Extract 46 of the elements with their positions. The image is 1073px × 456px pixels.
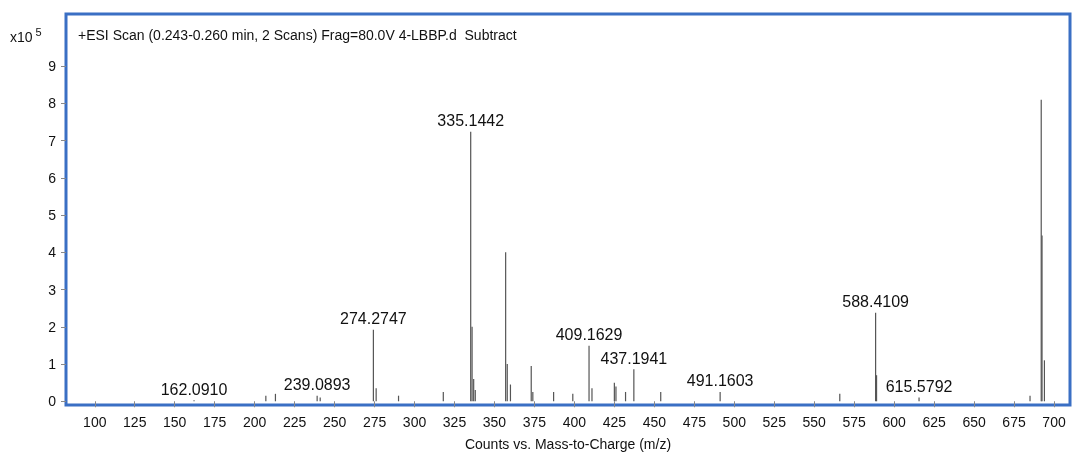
x-tick-label: 100 bbox=[83, 414, 107, 430]
x-tick-label: 525 bbox=[762, 414, 787, 430]
x-tick-label: 500 bbox=[722, 414, 747, 430]
annotation: 162.0910 bbox=[160, 380, 228, 398]
x-tick-label: 650 bbox=[962, 414, 986, 430]
x-tick-label: 350 bbox=[482, 414, 507, 430]
y-tick-label: 8 bbox=[48, 95, 57, 112]
x-tick-label: 300 bbox=[402, 414, 427, 430]
x-tick-label: 275 bbox=[362, 414, 387, 430]
x-tick-label: 625 bbox=[922, 414, 946, 430]
x-tick-label: 250 bbox=[322, 414, 347, 430]
x-tick-label: 600 bbox=[882, 414, 907, 430]
annotation: 588.4109 bbox=[842, 293, 910, 311]
x-tick-label: 325 bbox=[442, 414, 467, 430]
x-axis-title: Counts vs. Mass-to-Charge (m/z) bbox=[464, 436, 672, 452]
x-tick-label: 550 bbox=[802, 414, 827, 430]
annotation: 274.2747 bbox=[340, 310, 407, 328]
x-tick-label: 675 bbox=[1002, 414, 1026, 430]
y-tick-label: 6 bbox=[48, 169, 57, 186]
y-tick-label: 5 bbox=[48, 207, 57, 224]
x-tick-label: 475 bbox=[682, 414, 707, 430]
x-tick-label: 125 bbox=[123, 414, 147, 430]
y-tick-label: 2 bbox=[48, 318, 57, 335]
annotation: 437.1941 bbox=[600, 349, 668, 367]
x-tick-label: 225 bbox=[282, 414, 307, 430]
x-tick-label: 450 bbox=[642, 414, 667, 430]
annotation: 491.1603 bbox=[686, 372, 754, 390]
x-tick-label: 700 bbox=[1042, 414, 1066, 430]
x-tick-label: 400 bbox=[562, 414, 587, 430]
y-tick-label: 0 bbox=[48, 393, 57, 410]
x-tick-label: 150 bbox=[163, 414, 187, 430]
annotation: 615.5792 bbox=[885, 378, 953, 396]
y-tick-label: 4 bbox=[48, 244, 57, 261]
x-tick-label: 200 bbox=[242, 414, 267, 430]
annotation: 409.1629 bbox=[555, 326, 623, 344]
x-tick-label: 375 bbox=[522, 414, 547, 430]
annotation: 239.0893 bbox=[283, 376, 351, 394]
x-tick-label: 575 bbox=[842, 414, 867, 430]
y-tick-label: 9 bbox=[48, 58, 57, 75]
x-tick-label: 175 bbox=[203, 414, 227, 430]
x-tick-label: 425 bbox=[602, 414, 627, 430]
annotation: 335.1442 bbox=[437, 112, 505, 130]
y-tick-label: 3 bbox=[48, 281, 57, 298]
y-tick-label: 1 bbox=[48, 356, 57, 373]
text: +ESI Scan (0.243-0.260 min, 2 Scans) Frag=80.0V 4-LBBP.d Subtract bbox=[78, 27, 517, 43]
y-tick-label: 7 bbox=[48, 132, 57, 149]
